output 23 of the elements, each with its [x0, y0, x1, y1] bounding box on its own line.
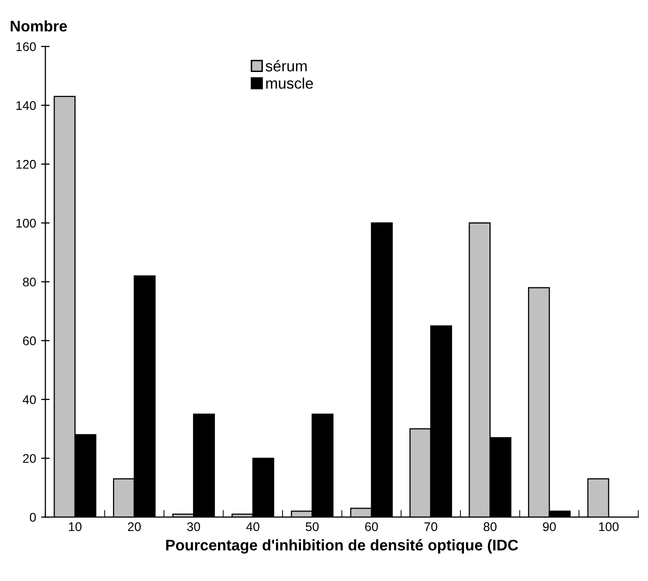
x-tick-label: 80 [484, 522, 497, 532]
y-tick-label: 60 [23, 336, 36, 346]
legend-label: sérum [266, 60, 307, 72]
x-tick-label: 10 [69, 522, 82, 532]
y-tick-label: 120 [16, 160, 36, 169]
x-tick-label: 100 [599, 522, 619, 532]
y-tick-label: 100 [16, 218, 36, 228]
x-tick-label: 60 [365, 522, 378, 532]
y-tick-label: 20 [23, 454, 36, 463]
x-tick-label: 90 [542, 522, 556, 532]
legend-label: muscle [266, 78, 313, 89]
x-tick-label: 50 [306, 522, 319, 532]
x-axis-title: Pourcentage d'inhibition de densité optique (IDC [166, 539, 518, 554]
y-tick-label: 140 [16, 101, 36, 110]
y-tick-label: 0 [30, 512, 36, 522]
x-tick-label: 40 [246, 522, 260, 532]
x-tick-label: 70 [424, 522, 438, 532]
y-tick-label: 160 [16, 42, 36, 52]
x-tick-label: 30 [187, 522, 200, 532]
y-axis-title: Nombre [10, 20, 67, 32]
y-tick-label: 40 [22, 395, 36, 404]
y-tick-label: 80 [22, 278, 36, 286]
x-tick-label: 20 [128, 522, 141, 532]
